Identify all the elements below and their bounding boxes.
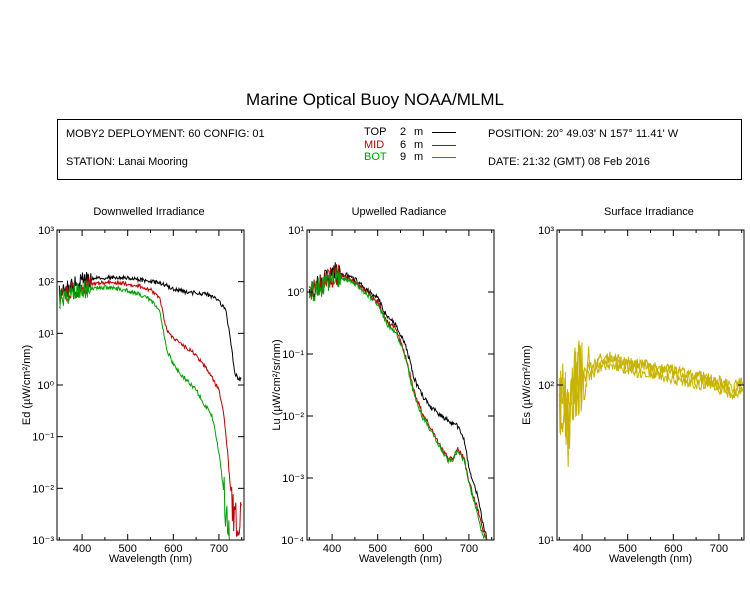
series-line-bot (58, 280, 230, 540)
x-tick-label: 400 (573, 543, 591, 555)
x-tick-label: 500 (369, 543, 387, 555)
legend-top-depth: 2 (400, 126, 407, 138)
y-axis-label: Ed (µW/cm²/nm) (21, 345, 33, 425)
y-axis-label: Es (µW/cm²/nm) (521, 345, 533, 425)
legend-mid-name: MID (364, 139, 385, 151)
x-axis-label: Wavelength (nm) (109, 553, 192, 565)
y-tick-label: 10³ (38, 225, 54, 237)
x-axis-label: Wavelength (nm) (609, 553, 692, 565)
downwelled-irradiance-chart: 400 500 600 700 10⁻³ 10⁻² 10⁻¹ 10⁰ 10¹ 10² 10³ Wave… (21, 225, 245, 565)
legend-bot-unit: m (414, 151, 424, 163)
y-axis-label: Lu (µW/cm²/sr/nm) (271, 339, 283, 430)
y-tick-label: 10⁰ (287, 287, 304, 299)
legend-top-unit: m (414, 126, 424, 138)
legend-bot-depth: 9 (400, 151, 407, 163)
surface-irradiance-chart: 400 500 600 700 10¹ 10² 10³ Wavelength (nm) Es (… (521, 225, 745, 565)
y-tick-label: 10⁻² (282, 411, 304, 423)
y-tick-label: 10³ (538, 225, 554, 237)
x-tick-label: 700 (710, 543, 728, 555)
x-tick-label: 600 (414, 543, 432, 555)
x-tick-label: 600 (664, 543, 682, 555)
x-tick-label: 500 (619, 543, 637, 555)
series-line-mid (58, 276, 242, 537)
x-tick-label: 700 (210, 543, 228, 555)
figure-title: Marine Optical Buoy NOAA/MLML (246, 90, 504, 109)
series-line-top (308, 262, 488, 540)
y-tick-label: 10² (538, 380, 554, 392)
y-tick-label: 10⁻³ (32, 535, 54, 547)
deployment-text: MOBY2 DEPLOYMENT: 60 CONFIG: 01 (66, 128, 265, 140)
legend-mid-unit: m (414, 139, 424, 151)
x-axis-label: Wavelength (nm) (359, 553, 442, 565)
y-tick-label: 10¹ (288, 225, 304, 237)
y-tick-label: 10⁻⁴ (281, 535, 304, 547)
plot-area (308, 262, 488, 540)
y-tick-label: 10⁻¹ (282, 349, 304, 361)
series-line-mid (308, 263, 488, 540)
plot-area (58, 271, 242, 540)
date-text: DATE: 21:32 (GMT) 08 Feb 2016 (488, 156, 650, 168)
x-tick-label: 700 (460, 543, 478, 555)
y-tick-label: 10⁻³ (282, 473, 304, 485)
x-tick-label: 600 (164, 543, 182, 555)
plot-area (558, 340, 744, 468)
y-tick-label: 10¹ (538, 535, 554, 547)
series-line-bot (308, 267, 488, 540)
legend-bot-line (432, 157, 456, 158)
x-tick-label: 500 (119, 543, 137, 555)
chart1-title: Downwelled Irradiance (93, 206, 205, 218)
legend-top-line (432, 132, 456, 133)
station-text: STATION: Lanai Mooring (66, 156, 188, 168)
y-tick-label: 10¹ (38, 328, 54, 340)
chart2-title: Upwelled Radiance (351, 206, 447, 218)
legend-top-name: TOP (364, 126, 387, 138)
chart3-title: Surface Irradiance (604, 206, 694, 218)
y-tick-label: 10⁻² (32, 483, 54, 495)
series-line-surface (558, 344, 742, 445)
x-tick-label: 400 (323, 543, 341, 555)
info-box: MOBY2 DEPLOYMENT: 60 CONFIG: 01 STATION:… (57, 119, 742, 180)
y-tick-label: 10⁻¹ (32, 432, 54, 444)
series-line-top (58, 271, 242, 382)
y-tick-label: 10⁰ (37, 380, 54, 392)
legend-bot-name: BOT (364, 151, 387, 163)
upwelled-radiance-chart: 400 500 600 700 10⁻⁴ 10⁻³ 10⁻² 10⁻¹ 10⁰ 10¹ Wavele… (271, 225, 495, 565)
legend-mid-line (432, 145, 456, 146)
legend-mid-depth: 6 (400, 139, 407, 151)
x-tick-label: 400 (73, 543, 91, 555)
series-line-surface-scan-3 (558, 340, 744, 449)
y-tick-label: 10² (38, 277, 54, 289)
position-text: POSITION: 20° 49.03' N 157° 11.41' W (488, 128, 679, 140)
